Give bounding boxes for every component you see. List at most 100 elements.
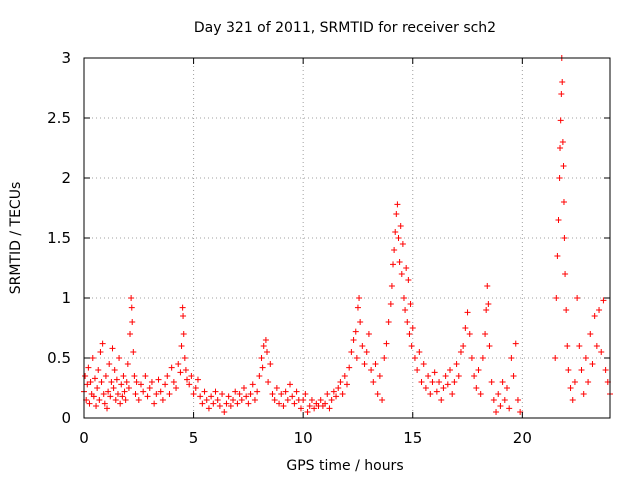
data-point	[293, 388, 300, 395]
data-point	[230, 397, 237, 403]
data-point	[591, 313, 598, 319]
data-point	[121, 388, 128, 395]
data-point	[418, 379, 425, 385]
data-point	[264, 349, 271, 355]
data-point	[560, 163, 567, 169]
data-point	[585, 379, 592, 385]
data-point	[392, 229, 399, 235]
data-point	[405, 277, 412, 283]
data-point	[495, 391, 502, 397]
data-point	[484, 283, 491, 289]
data-point	[558, 91, 565, 97]
data-point	[280, 403, 287, 409]
data-point	[112, 397, 119, 403]
data-point	[485, 301, 492, 307]
y-tick-label: 3	[61, 49, 71, 67]
data-point	[101, 400, 108, 407]
data-point	[100, 391, 107, 397]
data-point	[131, 373, 138, 379]
data-point	[381, 355, 388, 361]
data-point	[493, 409, 500, 415]
data-point	[306, 403, 313, 409]
data-point	[177, 369, 184, 376]
data-point	[278, 391, 285, 397]
data-point	[91, 375, 98, 382]
x-tick-label: 0	[79, 429, 89, 447]
data-point	[182, 367, 189, 373]
data-point	[108, 379, 115, 385]
data-point	[175, 361, 182, 367]
data-point	[98, 379, 105, 385]
data-point	[106, 361, 113, 367]
data-point	[397, 223, 404, 229]
data-point	[582, 355, 589, 361]
data-point	[350, 337, 357, 343]
data-point	[178, 343, 185, 349]
data-point	[565, 367, 572, 373]
data-point	[113, 376, 120, 383]
data-point	[223, 400, 230, 407]
data-point	[95, 367, 102, 373]
data-point	[249, 381, 256, 388]
data-point	[122, 397, 129, 403]
data-point	[90, 393, 97, 400]
data-point	[159, 397, 166, 403]
data-point	[400, 295, 407, 301]
data-point	[431, 369, 438, 376]
data-point	[330, 388, 337, 395]
data-point	[117, 400, 124, 407]
grid	[84, 58, 610, 418]
data-point	[164, 373, 171, 379]
data-point	[395, 235, 402, 241]
data-point	[130, 349, 137, 355]
data-point	[302, 391, 309, 397]
data-point	[499, 379, 506, 385]
data-point	[482, 331, 489, 337]
y-tick-label: 1.5	[47, 229, 71, 247]
data-point	[180, 313, 187, 319]
y-tick-label: 0.5	[47, 349, 71, 367]
data-point	[508, 355, 515, 361]
data-points	[81, 55, 613, 415]
data-point	[554, 253, 561, 259]
data-point	[186, 381, 193, 388]
data-point	[490, 397, 497, 403]
data-point	[243, 393, 250, 400]
data-point	[265, 379, 272, 385]
data-point	[442, 373, 449, 379]
data-point	[262, 337, 269, 343]
data-point	[449, 391, 456, 397]
data-point	[438, 397, 445, 403]
data-point	[128, 295, 135, 301]
data-point	[133, 379, 140, 385]
y-tick-label: 2.5	[47, 109, 71, 127]
data-point	[479, 355, 486, 361]
data-point	[212, 388, 219, 395]
data-point	[240, 385, 247, 391]
data-point	[420, 361, 427, 367]
data-point	[363, 349, 370, 355]
data-point	[514, 397, 521, 403]
data-point	[422, 385, 429, 391]
data-point	[119, 393, 126, 400]
data-point	[411, 355, 418, 361]
data-point	[552, 355, 559, 361]
data-point	[602, 367, 609, 373]
data-point	[576, 343, 583, 349]
data-point	[194, 376, 201, 383]
data-point	[125, 385, 132, 391]
data-point	[427, 391, 434, 397]
data-point	[99, 340, 106, 347]
data-point	[328, 397, 335, 403]
x-tick-label: 20	[513, 429, 532, 447]
data-point	[394, 201, 401, 208]
data-point	[390, 261, 397, 268]
data-point	[282, 388, 289, 395]
data-point	[256, 373, 263, 379]
data-point	[506, 405, 513, 412]
data-point	[562, 271, 569, 277]
data-point	[379, 397, 386, 403]
data-point	[227, 403, 234, 409]
data-point	[503, 385, 510, 391]
